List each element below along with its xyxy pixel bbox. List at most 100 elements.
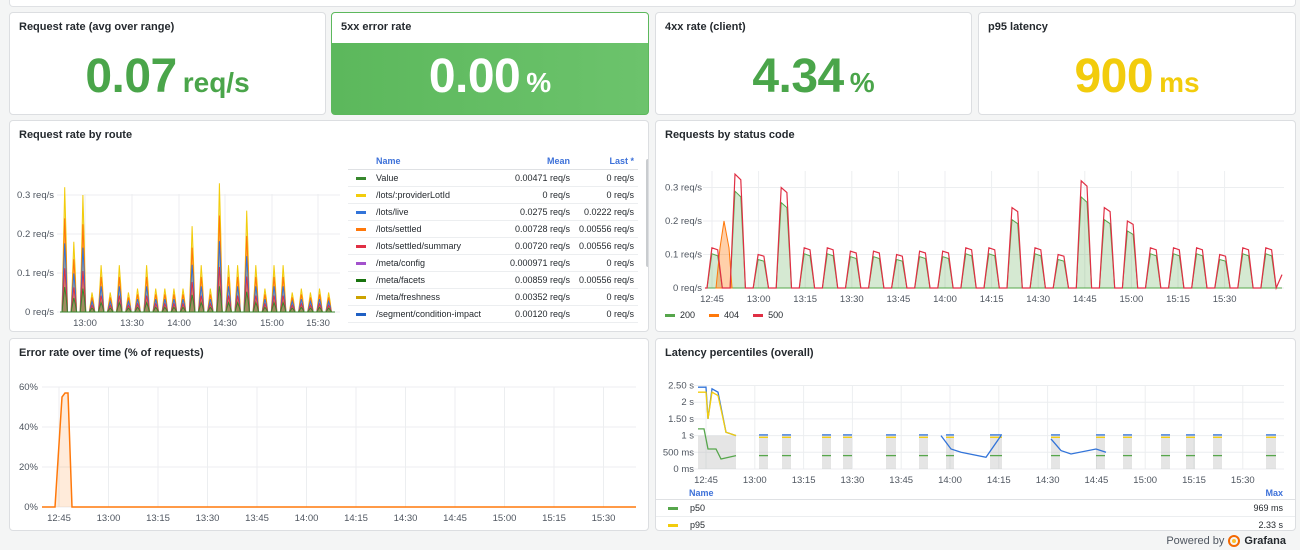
legend-header-name[interactable]: Name — [376, 156, 401, 166]
legend-row[interactable]: p50 969 ms — [656, 500, 1295, 517]
legend-row[interactable]: /meta/facets 0.00859 req/s 0.00556 req/s — [348, 272, 638, 289]
x-tick-label: 12:45 — [700, 294, 724, 305]
series-mean: 0.000971 req/s — [509, 258, 570, 268]
legend-row[interactable]: /meta/config 0.000971 req/s 0 req/s — [348, 255, 638, 272]
panel-title: p95 latency — [988, 21, 1048, 33]
latency-shaded-block — [1213, 435, 1222, 469]
stat-panel-5xx-error-rate[interactable]: 5xx error rate 5xx error rate 0.00% — [331, 12, 649, 115]
panel-requests-by-status-code[interactable]: Requests by status code 0 req/s 0.1 req/s… — [655, 120, 1296, 332]
latency-shaded-block — [946, 435, 954, 469]
legend-header-max[interactable]: Max — [1265, 487, 1283, 498]
latency-legend-table: Name Max p50 969 ms p95 2.33 s — [656, 486, 1295, 530]
y-tick-label: 0 req/s — [25, 307, 54, 318]
y-tick-label: 0% — [24, 502, 38, 513]
series-name: /lots/:providerLotId — [376, 190, 451, 200]
x-tick-label: 15:30 — [306, 318, 330, 329]
latency-shaded-block — [782, 435, 791, 469]
series-last: 0 req/s — [606, 190, 634, 200]
latency-shaded-block — [1186, 435, 1195, 469]
stat-value: 900 ms — [1074, 50, 1200, 103]
series-max: 2.33 s — [1258, 520, 1283, 530]
x-tick-label: 14:00 — [933, 294, 957, 305]
series-mean: 0.00120 req/s — [514, 309, 570, 319]
error-rate-chart[interactable]: 0% 20% 40% 60% 12:45 13:00 13:15 13:30 13:45 14:0… — [10, 339, 649, 531]
series-mean: 0.00720 req/s — [514, 241, 570, 251]
x-tick-label: 14:45 — [443, 513, 467, 524]
panel-error-rate-over-time[interactable]: Error rate over time (% of requests) 0% 2… — [9, 338, 649, 531]
series-name: /lots/live — [376, 207, 409, 217]
x-tick-label: 13:00 — [747, 294, 771, 305]
y-tick-label: 20% — [19, 462, 39, 473]
x-tick-label: 14:15 — [987, 475, 1011, 486]
legend-row[interactable]: p95 2.33 s — [656, 517, 1295, 530]
status-timeseries-chart[interactable]: 0 req/s 0.1 req/s 0.2 req/s 0.3 req/s 12:45 1… — [656, 121, 1296, 309]
legend-item[interactable]: 200 — [665, 310, 695, 320]
panel-latency-percentiles[interactable]: Latency percentiles (overall) 0 ms 500 ms… — [655, 338, 1296, 531]
latency-shaded-block — [843, 435, 852, 469]
legend-item[interactable]: 500 — [753, 310, 783, 320]
series-name: /meta/config — [376, 258, 426, 268]
legend-row[interactable]: /lots/settled 0.00728 req/s 0.00556 req/… — [348, 221, 638, 238]
x-tick-label: 14:00 — [938, 475, 962, 486]
y-tick-label: 0.1 req/s — [17, 268, 54, 279]
x-tick-label: 13:45 — [245, 513, 269, 524]
latency-legend-header: Name Max — [656, 486, 1295, 500]
y-tick-label: 1.50 s — [668, 414, 694, 425]
legend-scrollbar[interactable] — [646, 159, 648, 267]
stat-panel-4xx-rate[interactable]: 4xx rate (client) 4.34% — [655, 12, 972, 115]
series-name: 500 — [768, 310, 784, 320]
x-tick-label: 15:15 — [1182, 475, 1206, 486]
stat-panel-request-rate[interactable]: Request rate (avg over range) 0.07 req/s — [9, 12, 326, 115]
legend-header-last[interactable]: Last * — [609, 156, 634, 166]
panel-request-rate-by-route[interactable]: Request rate by route 0 req/s 0.1 req/s 0.… — [9, 120, 649, 332]
series-color-swatch — [356, 244, 366, 248]
latency-p50-line — [698, 428, 737, 460]
series-max: 969 ms — [1253, 503, 1283, 513]
x-tick-label: 15:00 — [260, 318, 284, 329]
route-timeseries-chart[interactable]: 0 req/s 0.1 req/s 0.2 req/s 0.3 req/s 13:00 1… — [10, 121, 340, 332]
legend-row[interactable]: /lots/live 0.0275 req/s 0.0222 req/s — [348, 204, 638, 221]
x-tick-label: 15:00 — [1120, 294, 1144, 305]
legend-header-mean[interactable]: Mean — [546, 156, 570, 166]
latency-chart[interactable]: 0 ms 500 ms 1 s 1.50 s 2 s 2.50 s 12:45 13:00 13… — [656, 339, 1296, 487]
stat-value: 0.07 req/s — [85, 50, 250, 103]
grafana-branding[interactable]: Powered by Grafana — [1166, 535, 1286, 547]
legend-row[interactable]: /lots/settled/summary 0.00720 req/s 0.00… — [348, 238, 638, 255]
latency-shaded-block — [1096, 435, 1105, 469]
legend-row[interactable]: Value 0.00471 req/s 0 req/s — [348, 170, 638, 187]
panel-title-text: 5xx error rate — [341, 21, 412, 33]
x-tick-label: 13:30 — [196, 513, 220, 524]
x-tick-label: 14:30 — [394, 513, 418, 524]
legend-row[interactable]: /lots/:providerLotId 0 req/s 0 req/s — [348, 187, 638, 204]
status-legend: 200 404 500 — [665, 310, 783, 320]
y-tick-label: 0.1 req/s — [665, 250, 702, 261]
panel-title: Requests by status code — [665, 129, 795, 141]
x-tick-label: 13:30 — [840, 294, 864, 305]
status-200-area — [705, 190, 1282, 289]
stat-panel-p95-latency[interactable]: p95 latency 900 ms — [978, 12, 1296, 115]
x-tick-label: 13:15 — [146, 513, 170, 524]
y-tick-label: 2 s — [681, 397, 694, 408]
legend-row[interactable]: /meta/freshness 0.00352 req/s 0 req/s — [348, 289, 638, 306]
panel-title: 4xx rate (client) — [665, 21, 746, 33]
legend-item[interactable]: 404 — [709, 310, 739, 320]
series-name: /lots/settled — [376, 224, 422, 234]
series-name: Value — [376, 173, 399, 183]
x-tick-label: 15:00 — [493, 513, 517, 524]
panel-title: Error rate over time (% of requests) — [19, 347, 204, 359]
series-name: 200 — [680, 310, 696, 320]
latency-shaded-block — [1051, 435, 1060, 469]
legend-header-name[interactable]: Name — [689, 487, 714, 498]
latency-shaded-block — [886, 435, 896, 469]
error-rate-area — [42, 393, 636, 507]
x-tick-label: 14:30 — [213, 318, 237, 329]
y-tick-label: 1 s — [681, 431, 694, 442]
y-tick-label: 0.2 req/s — [17, 229, 54, 240]
series-name: /meta/facets — [376, 275, 426, 285]
x-tick-label: 14:30 — [1026, 294, 1050, 305]
legend-row[interactable]: /segment/condition-impact 0.00120 req/s … — [348, 306, 638, 323]
x-tick-label: 13:45 — [887, 294, 911, 305]
series-color-swatch — [665, 313, 675, 317]
x-tick-label: 15:30 — [1213, 294, 1237, 305]
series-color-swatch — [356, 227, 366, 231]
